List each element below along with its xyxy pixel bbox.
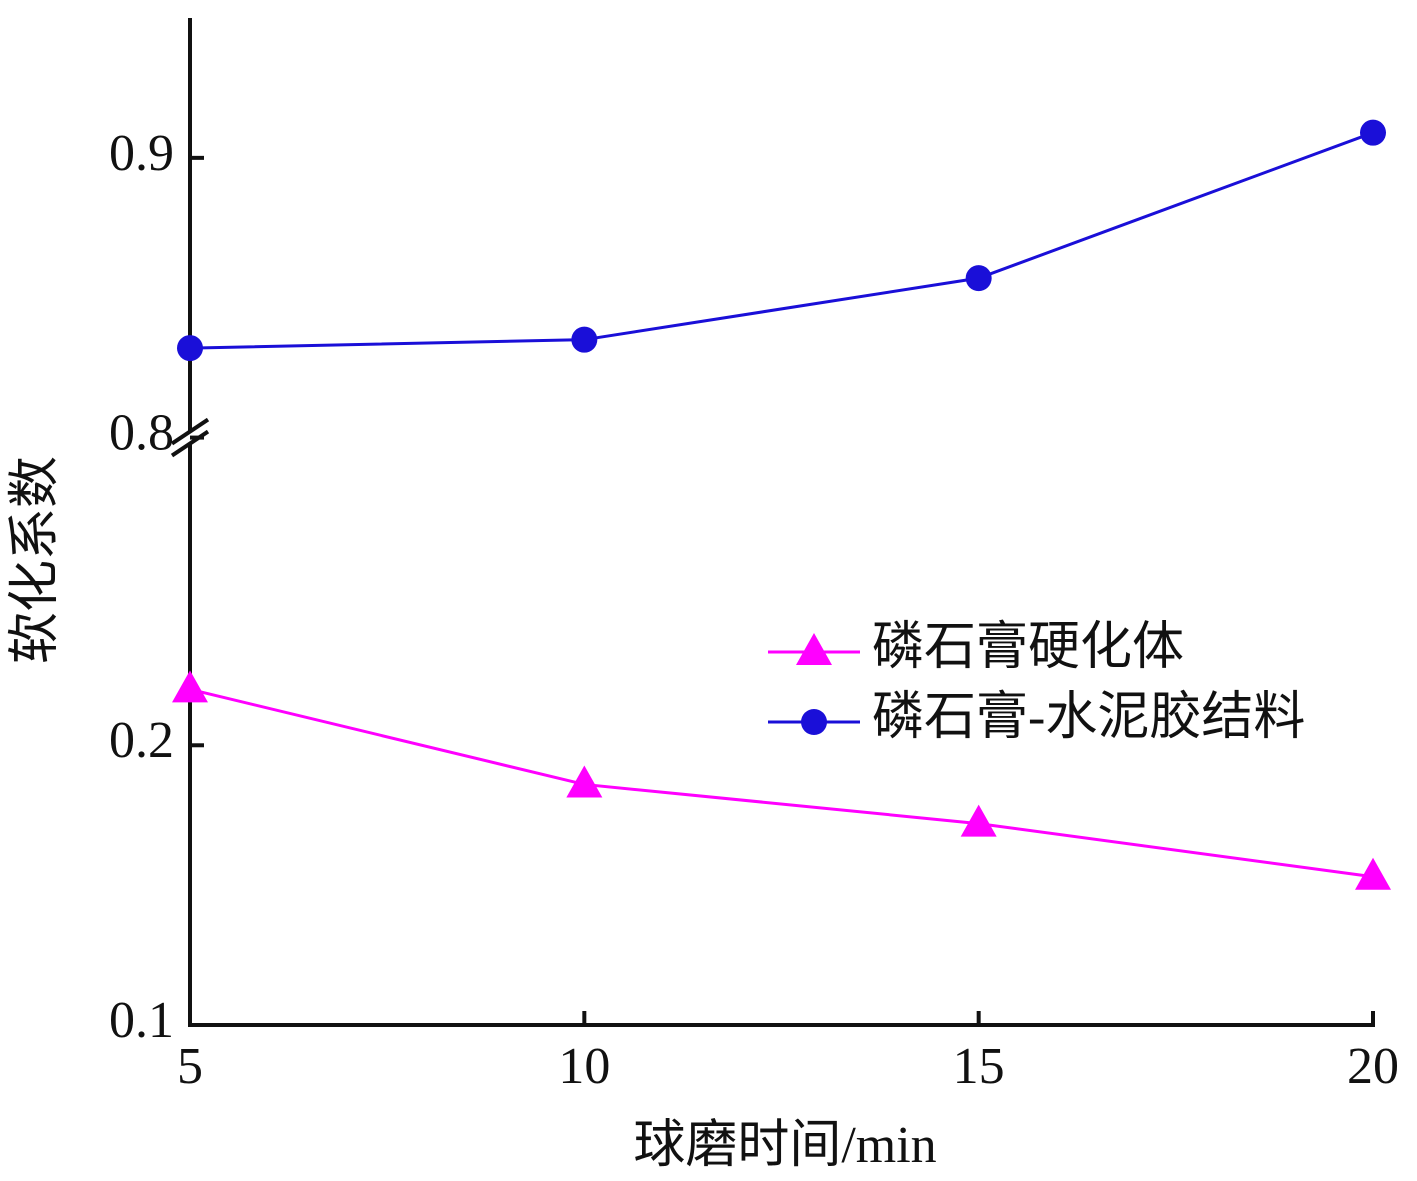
- marker: [960, 804, 997, 837]
- legend-marker: [796, 633, 832, 665]
- legend-label: 磷石膏硬化体: [872, 619, 1184, 676]
- y-tick-label: 0.8: [109, 405, 174, 462]
- y-tick-label: 0.1: [109, 992, 174, 1049]
- series-line: [189, 687, 1374, 879]
- legend-label: 磷石膏-水泥胶结料: [872, 689, 1305, 746]
- y-tick-label: 0.2: [109, 712, 174, 769]
- marker: [1355, 857, 1391, 890]
- x-tick-label: 20: [1347, 1038, 1399, 1095]
- marker: [1360, 119, 1386, 146]
- marker: [177, 335, 203, 362]
- series-line: [189, 131, 1374, 350]
- marker: [172, 670, 208, 703]
- x-tick-label: 15: [953, 1038, 1005, 1095]
- marker: [965, 265, 992, 292]
- marker: [566, 765, 603, 798]
- y-tick-label: 0.9: [109, 125, 174, 182]
- marker: [571, 326, 598, 353]
- legend-marker: [801, 709, 827, 735]
- x-tick-label: 10: [558, 1038, 610, 1095]
- axis-break: [170, 417, 210, 446]
- x-tick-label: 5: [177, 1038, 203, 1095]
- x-axis-label: 球磨时间/min: [633, 1117, 936, 1174]
- y-axis-label: 软化系数: [7, 456, 64, 664]
